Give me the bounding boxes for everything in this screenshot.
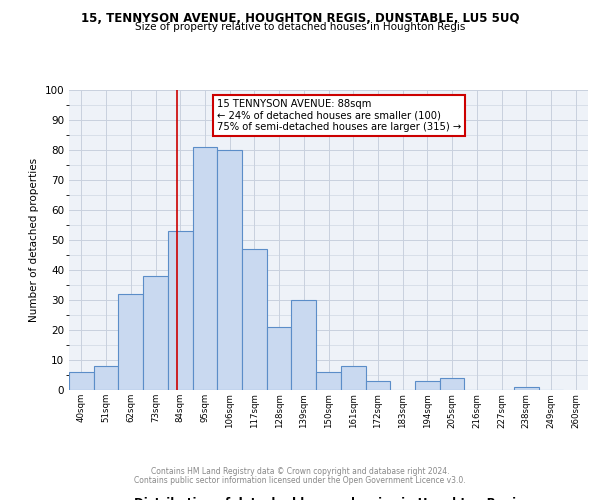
Bar	[514, 387, 539, 390]
Bar	[168, 231, 193, 390]
Bar	[94, 366, 118, 390]
Bar	[440, 378, 464, 390]
Text: Contains HM Land Registry data © Crown copyright and database right 2024.: Contains HM Land Registry data © Crown c…	[151, 467, 449, 476]
Bar	[69, 372, 94, 390]
Text: 15, TENNYSON AVENUE, HOUGHTON REGIS, DUNSTABLE, LU5 5UQ: 15, TENNYSON AVENUE, HOUGHTON REGIS, DUN…	[81, 12, 519, 26]
Text: Size of property relative to detached houses in Houghton Regis: Size of property relative to detached ho…	[135, 22, 465, 32]
Text: 15 TENNYSON AVENUE: 88sqm
← 24% of detached houses are smaller (100)
75% of semi: 15 TENNYSON AVENUE: 88sqm ← 24% of detac…	[217, 99, 461, 132]
Bar	[341, 366, 365, 390]
Bar	[292, 300, 316, 390]
Bar	[242, 249, 267, 390]
Bar	[267, 327, 292, 390]
Bar	[365, 381, 390, 390]
Text: Contains public sector information licensed under the Open Government Licence v3: Contains public sector information licen…	[134, 476, 466, 485]
Bar	[193, 147, 217, 390]
Bar	[143, 276, 168, 390]
Y-axis label: Number of detached properties: Number of detached properties	[29, 158, 39, 322]
Bar	[415, 381, 440, 390]
Bar	[217, 150, 242, 390]
X-axis label: Distribution of detached houses by size in Houghton Regis: Distribution of detached houses by size …	[134, 497, 523, 500]
Bar	[316, 372, 341, 390]
Bar	[118, 294, 143, 390]
